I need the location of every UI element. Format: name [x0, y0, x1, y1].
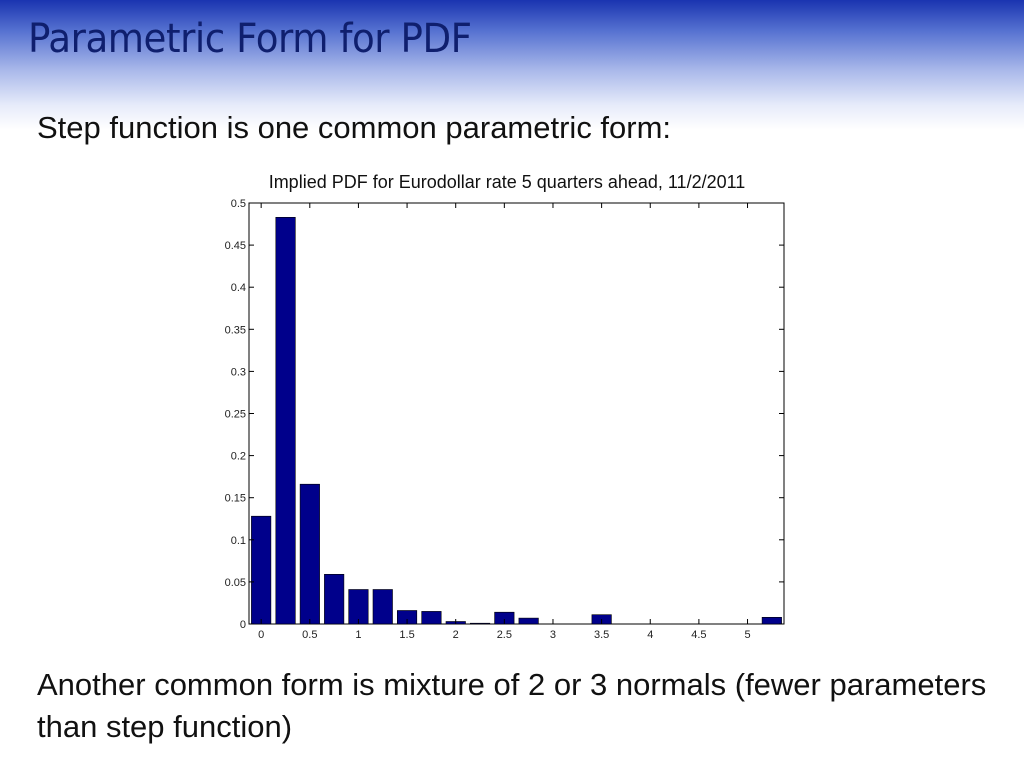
y-tick-label-7: 0.35 [225, 324, 246, 336]
bar-11 [518, 617, 539, 625]
plot-area-frame [248, 202, 785, 625]
chart-title: Implied PDF for Eurodollar rate 5 quarte… [269, 172, 746, 192]
y-tick-label-8: 0.4 [231, 282, 246, 294]
y-tick-label-1: 0.05 [225, 577, 246, 589]
bullet-text-step-function: Step function is one common parametric f… [37, 110, 672, 145]
header-band [0, 0, 1024, 130]
x-tick-label-1: 0.5 [302, 629, 317, 641]
axis-ticks-group [249, 202, 784, 625]
y-tick-label-0: 0 [240, 619, 246, 631]
y-tick-label-9: 0.45 [225, 240, 246, 252]
bar-2 [299, 483, 320, 625]
bar-1 [275, 217, 296, 625]
x-tick-label-5: 2.5 [497, 629, 512, 641]
bar-7 [421, 611, 442, 625]
y-tick-label-6: 0.3 [231, 366, 246, 378]
bar-3 [324, 573, 345, 625]
x-tick-label-0: 0 [258, 629, 264, 641]
x-tick-label-9: 4.5 [691, 629, 706, 641]
y-tick-label-5: 0.25 [225, 409, 246, 421]
bullet-text-mixture-normals: Another common form is mixture of 2 or 3… [37, 667, 987, 744]
bar-21 [761, 616, 782, 625]
y-tick-label-3: 0.15 [225, 493, 246, 505]
x-tick-label-2: 1 [355, 629, 361, 641]
bar-0 [251, 515, 272, 625]
y-tick-label-10: 0.5 [231, 198, 246, 210]
x-tick-label-6: 3 [550, 629, 556, 641]
bar-5 [372, 589, 393, 625]
x-tick-label-8: 4 [647, 629, 653, 641]
bar-9 [469, 622, 491, 625]
y-tick-label-4: 0.2 [231, 451, 246, 463]
x-tick-label-7: 3.5 [594, 629, 609, 641]
bars-group [251, 217, 782, 625]
slide-title: Parametric Form for PDF [28, 16, 472, 62]
y-tick-label-2: 0.1 [231, 535, 246, 547]
bar-4 [348, 589, 369, 625]
x-tick-label-3: 1.5 [399, 629, 414, 641]
x-tick-label-10: 5 [744, 629, 750, 641]
tick-labels-group: 0 0.5 1 1.5 2 2.5 3 3.5 4 4.5 5 0 0.05 0.1 0.15 0.2 0.25… [225, 198, 751, 641]
x-tick-label-4: 2 [453, 629, 459, 641]
